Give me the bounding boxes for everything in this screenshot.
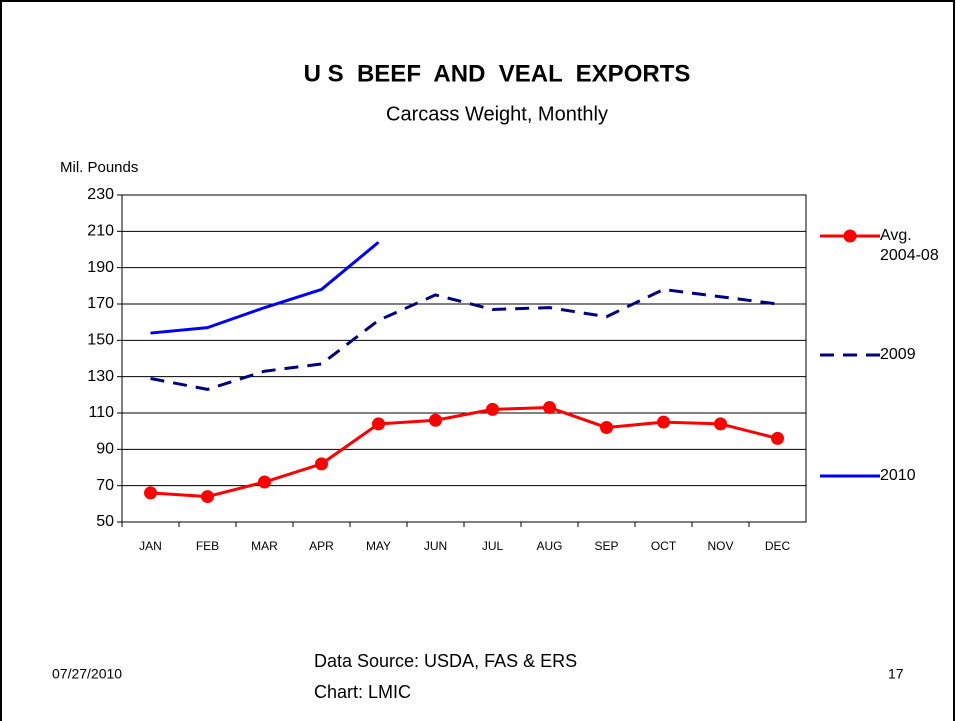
x-tick-label: NOV <box>707 539 733 553</box>
series-marker <box>657 415 670 429</box>
series-marker <box>600 421 613 435</box>
legend-entry: 2010 <box>880 467 916 484</box>
legend-label: Avg. 2004-08 <box>880 227 939 264</box>
series-line <box>150 287 778 391</box>
x-tick-label: APR <box>309 539 334 553</box>
x-tick-label: DEC <box>765 539 791 553</box>
series-line <box>150 406 778 499</box>
y-tick-label: 170 <box>87 295 114 312</box>
footer-credit: Chart: LMIC <box>314 682 411 702</box>
x-tick-label: FEB <box>196 539 219 553</box>
series-marker <box>543 401 556 415</box>
y-tick-label: 70 <box>96 477 114 494</box>
x-tick-label: MAY <box>366 539 391 553</box>
x-tick-label: MAR <box>251 539 278 553</box>
y-tick-label: 90 <box>96 441 114 458</box>
series-marker <box>315 457 328 471</box>
y-axis-label: Mil. Pounds <box>60 159 138 176</box>
legend-marker <box>843 229 857 243</box>
legend-label: 2009 <box>880 346 916 363</box>
x-tick-label: AUG <box>536 539 562 553</box>
y-tick-label: 130 <box>87 368 114 385</box>
y-tick-label: 50 <box>96 513 114 530</box>
series-marker <box>486 402 499 416</box>
series-marker <box>258 475 271 489</box>
series-marker <box>144 486 157 500</box>
y-tick-label: 110 <box>88 404 114 421</box>
series-line <box>150 241 380 335</box>
legend-label: 2010 <box>880 467 916 484</box>
chart-title: U S BEEF AND VEAL EXPORTS <box>304 60 691 87</box>
series-marker <box>372 417 385 431</box>
series-marker <box>771 431 784 445</box>
y-tick-label: 150 <box>87 332 114 349</box>
page-number: 17 <box>888 666 904 682</box>
chart-subtitle: Carcass Weight, Monthly <box>386 103 608 125</box>
x-tick-label: SEP <box>594 539 618 553</box>
y-tick-label: 230 <box>87 186 114 203</box>
footer-source: Data Source: USDA, FAS & ERS <box>314 651 577 671</box>
x-tick-label: JAN <box>139 539 162 553</box>
legend-entry: 2009 <box>880 346 916 363</box>
series-marker <box>714 417 727 431</box>
y-tick-label: 210 <box>87 223 114 240</box>
x-tick-label: JUN <box>424 539 447 553</box>
series-marker <box>201 490 214 504</box>
footer-date: 07/27/2010 <box>52 666 122 682</box>
legend-entry: Avg. 2004-08 <box>880 227 939 264</box>
series-marker <box>429 413 442 427</box>
x-tick-label: OCT <box>651 539 677 553</box>
plot-frame <box>121 194 807 523</box>
y-tick-label: 190 <box>87 259 114 276</box>
x-tick-label: JUL <box>482 539 504 553</box>
